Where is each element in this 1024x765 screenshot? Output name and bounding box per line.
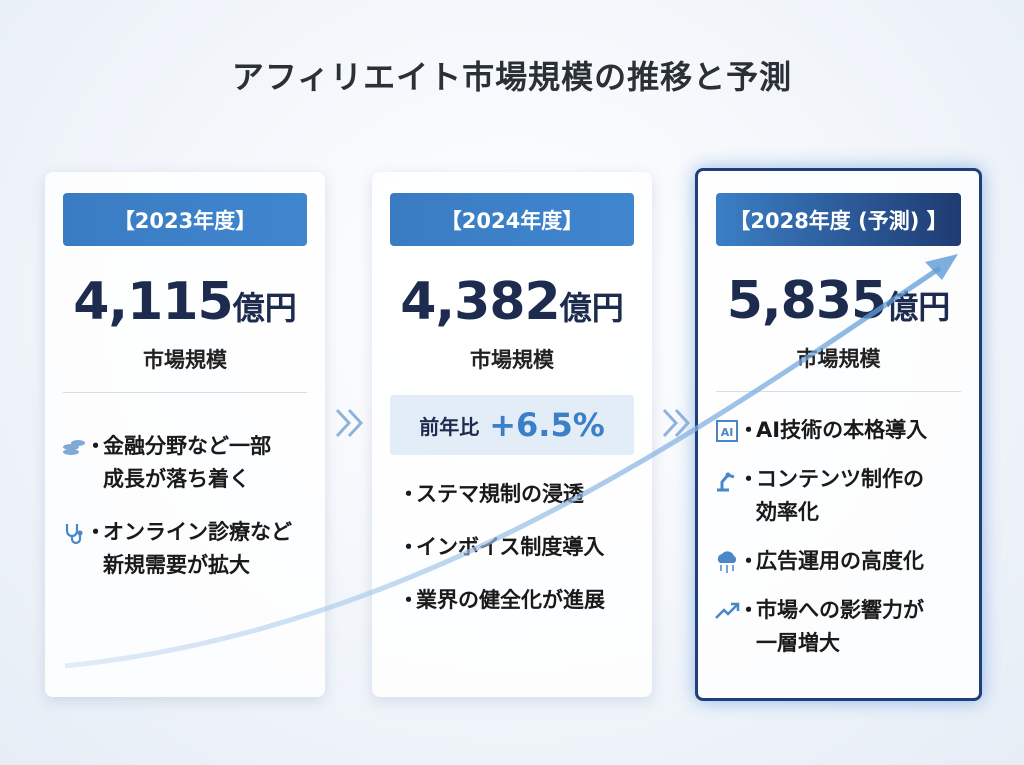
card-label: 【2024年度】 bbox=[390, 193, 634, 246]
bullet-dot bbox=[89, 430, 103, 496]
card-label: 【2028年度 (予測) 】 bbox=[716, 193, 961, 246]
divider bbox=[716, 391, 961, 392]
bullet-line: インボイス制度導入 bbox=[416, 535, 605, 559]
bullet-dot bbox=[89, 516, 103, 582]
value-unit: 億円 bbox=[559, 289, 624, 327]
bullet: AI AI技術の本格導入 bbox=[712, 414, 971, 447]
card-label: 【2023年度】 bbox=[63, 193, 307, 246]
bullet-text: オンライン診療など 新規需要が拡大 bbox=[103, 516, 292, 582]
bullet-line: 成長が落ち着く bbox=[103, 467, 250, 491]
bullet-dot bbox=[742, 414, 756, 447]
value-number: 5,835 bbox=[726, 271, 887, 331]
market-value: 5,835億円 bbox=[698, 271, 979, 331]
bullet-dot bbox=[742, 594, 756, 660]
bullet: ステマ規制の浸透 bbox=[386, 478, 644, 511]
yoy-value: +6.5% bbox=[489, 406, 605, 444]
bullet-line: コンテンツ制作の bbox=[756, 467, 924, 491]
bullet-line: 市場への影響力が bbox=[756, 598, 924, 622]
bullet-line: 業界の健全化が進展 bbox=[416, 588, 605, 612]
icon-text: AI bbox=[721, 426, 734, 439]
bullet-text: 市場への影響力が 一層増大 bbox=[756, 594, 924, 660]
bullet-line: 金融分野など一部 bbox=[103, 434, 271, 458]
bullet-text: 広告運用の高度化 bbox=[756, 545, 924, 578]
bullet-text: インボイス制度導入 bbox=[416, 531, 604, 564]
bullet-line: オンライン診療など bbox=[103, 520, 292, 544]
bullet-text: AI技術の本格導入 bbox=[756, 414, 927, 447]
yoy-label: 前年比 bbox=[419, 414, 480, 439]
chevron bbox=[662, 408, 691, 438]
bullet-line: AI技術の本格導入 bbox=[756, 418, 928, 442]
bullet-text: コンテンツ制作の 効率化 bbox=[756, 463, 924, 529]
value-caption: 市場規模 bbox=[796, 347, 881, 371]
value-number: 4,382 bbox=[400, 272, 560, 332]
bullet: 業界の健全化が進展 bbox=[386, 584, 644, 617]
bullet-line: 新規需要が拡大 bbox=[103, 553, 250, 577]
divider bbox=[63, 392, 307, 393]
value-number: 4,115 bbox=[73, 272, 233, 332]
value-unit: 億円 bbox=[886, 288, 951, 326]
page-title: アフィリエイト市場規模の推移と予測 bbox=[231, 58, 793, 96]
bullet-line: ステマ規制の浸透 bbox=[416, 482, 584, 506]
bullet-dot bbox=[742, 545, 756, 578]
bullet-dot bbox=[402, 584, 416, 617]
bullet-text: 業界の健全化が進展 bbox=[416, 584, 605, 617]
bullet-text: ステマ規制の浸透 bbox=[416, 478, 584, 511]
card: 【2028年度 (予測) 】5,835億円市場規模AIAI技術の本格導入コンテン… bbox=[695, 168, 982, 701]
market-value: 4,382億円 bbox=[372, 272, 652, 332]
market-value: 4,115億円 bbox=[45, 272, 325, 332]
bullet-dot bbox=[742, 463, 756, 529]
bullet-line: 一層増大 bbox=[756, 631, 840, 655]
value-caption: 市場規模 bbox=[143, 348, 227, 372]
bullet-line: 広告運用の高度化 bbox=[756, 549, 924, 573]
bullet: 広告運用の高度化 bbox=[712, 545, 971, 578]
bullet: インボイス制度導入 bbox=[386, 531, 644, 564]
bullet-dot bbox=[402, 478, 416, 511]
card: 【2023年度】4,115億円市場規模金融分野など一部成長が落ち着くオンライン診… bbox=[45, 172, 325, 697]
bullet-line: 効率化 bbox=[756, 500, 819, 524]
bullet-dot bbox=[402, 531, 416, 564]
bullet-text: 金融分野など一部 成長が落ち着く bbox=[103, 430, 271, 496]
card: 【2024年度】4,382億円市場規模前年比+6.5%ステマ規制の浸透インボイス… bbox=[372, 172, 652, 697]
chevron bbox=[335, 408, 364, 438]
value-unit: 億円 bbox=[232, 289, 297, 327]
yoy-box: 前年比 +6.5% bbox=[390, 395, 634, 455]
value-caption: 市場規模 bbox=[470, 348, 554, 372]
